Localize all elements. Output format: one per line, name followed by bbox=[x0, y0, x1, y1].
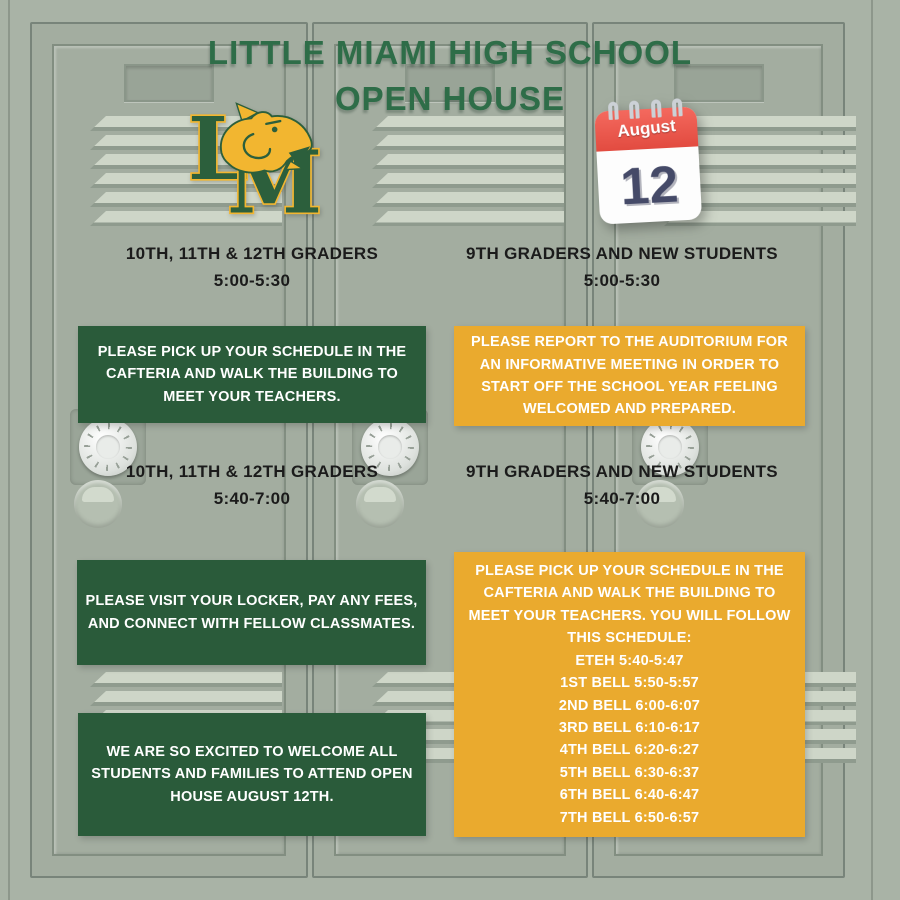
vent-slat bbox=[664, 192, 856, 207]
session-time-label: 5:00-5:30 bbox=[583, 271, 661, 290]
note-line: HOUSE AUGUST 12TH. bbox=[170, 788, 334, 805]
note-line: PLEASE PICK UP YOUR SCHEDULE IN THE bbox=[97, 343, 407, 360]
note-line: PLEASE PICK UP YOUR SCHEDULE IN THE bbox=[475, 563, 784, 580]
wall-seam-left bbox=[8, 0, 10, 900]
note-line: AND CONNECT WITH FELLOW CLASSMATES. bbox=[87, 615, 416, 632]
note-line: WE ARE SO EXCITED TO WELCOME ALL bbox=[106, 743, 398, 760]
calendar-body: 12 bbox=[596, 146, 702, 224]
vent-slat bbox=[664, 154, 856, 169]
locker-nameplate bbox=[405, 64, 495, 102]
bell-schedule-line: 5TH BELL 6:30-6:37 bbox=[559, 764, 700, 781]
session-group-label: 10TH, 11TH & 12TH GRADERS bbox=[125, 244, 379, 263]
note-line: PLEASE VISIT YOUR LOCKER, PAY ANY FEES, bbox=[85, 593, 418, 610]
wall-seam-right bbox=[871, 0, 873, 900]
bell-schedule-line: 2ND BELL 6:00-6:07 bbox=[558, 697, 701, 714]
vent-slat bbox=[90, 672, 282, 687]
note-box-gold-freshmen-late: PLEASE PICK UP YOUR SCHEDULE IN THE CAFT… bbox=[454, 552, 805, 837]
title-line-2: OPEN HOUSE bbox=[334, 80, 566, 117]
title-line-1: LITTLE MIAMI HIGH SCHOOL bbox=[207, 34, 693, 71]
note-line: THIS SCHEDULE: bbox=[567, 630, 692, 647]
lock-dial-icon bbox=[361, 418, 419, 476]
locker-handle-icon bbox=[636, 480, 684, 528]
bell-schedule-line: 7TH BELL 6:50-6:57 bbox=[559, 809, 700, 826]
vent-slat bbox=[90, 173, 282, 188]
locker-door-panel bbox=[334, 44, 566, 856]
vent-slat bbox=[372, 211, 564, 226]
bell-schedule-line: 6TH BELL 6:40-6:47 bbox=[559, 787, 700, 804]
note-line: START OFF THE SCHOOL YEAR FEELING bbox=[481, 379, 778, 395]
page-title: LITTLE MIAMI HIGH SCHOOL OPEN HOUSE bbox=[0, 30, 900, 122]
note-line: WELCOMED AND PREPARED. bbox=[522, 401, 737, 418]
bell-schedule-line: 4TH BELL 6:20-6:27 bbox=[559, 742, 700, 759]
note-box-green-closing: WE ARE SO EXCITED TO WELCOME ALL STUDENT… bbox=[78, 713, 426, 836]
vent-slat bbox=[372, 154, 564, 169]
note-line: MEET YOUR TEACHERS. YOU WILL FOLLOW bbox=[468, 607, 791, 624]
locker-handle-icon bbox=[74, 480, 122, 528]
session-time-label: 5:40-7:00 bbox=[583, 489, 661, 508]
calendar-rings-icon bbox=[607, 98, 683, 122]
vent-slat bbox=[664, 116, 856, 131]
bell-schedule-line: 1ST BELL 5:50-5:57 bbox=[560, 675, 699, 692]
note-line: CAFTERIA AND WALK THE BUILDING TO bbox=[483, 585, 776, 602]
vent-slat bbox=[372, 116, 564, 131]
session-header-freshmen-early: 9TH GRADERS AND NEW STUDENTS 5:00-5:30 bbox=[430, 240, 814, 294]
locker-vent-top bbox=[372, 116, 564, 230]
vent-slat bbox=[664, 173, 856, 188]
calendar-icon: August 12 bbox=[594, 97, 703, 225]
session-header-freshmen-late: 9TH GRADERS AND NEW STUDENTS 5:40-7:00 bbox=[430, 458, 814, 512]
vent-slat bbox=[664, 211, 856, 226]
note-box-green-upperclass-early: PLEASE PICK UP YOUR SCHEDULE IN THE CAFT… bbox=[78, 326, 426, 423]
locker-vent-top bbox=[664, 116, 856, 230]
locker-nameplate bbox=[673, 64, 764, 102]
vent-slat bbox=[372, 192, 564, 207]
session-time-label: 5:40-7:00 bbox=[213, 489, 291, 508]
locker-nameplate bbox=[124, 64, 214, 102]
lock-dial-icon bbox=[79, 418, 137, 476]
note-line: STUDENTS AND FAMILIES TO ATTEND OPEN bbox=[91, 766, 413, 783]
vent-slat bbox=[90, 192, 282, 207]
note-box-green-upperclass-late: PLEASE VISIT YOUR LOCKER, PAY ANY FEES, … bbox=[77, 560, 426, 665]
lm-logo-svg: L M bbox=[186, 97, 324, 235]
vent-slat bbox=[372, 173, 564, 188]
lock-dial-icon bbox=[641, 418, 699, 476]
locker-door-panel bbox=[52, 44, 286, 856]
panther-head-icon bbox=[219, 102, 313, 174]
session-group-label: 10TH, 11TH & 12TH GRADERS bbox=[125, 462, 379, 481]
locker-handle-icon bbox=[356, 480, 404, 528]
session-header-upperclass-late: 10TH, 11TH & 12TH GRADERS 5:40-7:00 bbox=[60, 458, 444, 512]
session-header-upperclass-early: 10TH, 11TH & 12TH GRADERS 5:00-5:30 bbox=[60, 240, 444, 294]
note-line: CAFTERIA AND WALK THE BUILDING TO bbox=[105, 366, 399, 383]
note-line: AN INFORMATIVE MEETING IN ORDER TO bbox=[479, 356, 780, 373]
vent-slat bbox=[664, 135, 856, 150]
vent-slat bbox=[90, 211, 282, 226]
vent-slat bbox=[90, 691, 282, 706]
bell-schedule-line: ETEH 5:40-5:47 bbox=[575, 652, 684, 669]
note-line: PLEASE REPORT TO THE AUDITORIUM FOR bbox=[471, 334, 788, 351]
vent-slat bbox=[372, 135, 564, 150]
session-group-label: 9TH GRADERS AND NEW STUDENTS bbox=[466, 244, 778, 263]
calendar-card: August 12 bbox=[594, 106, 703, 225]
calendar-day-number: 12 bbox=[618, 154, 680, 216]
session-time-label: 5:00-5:30 bbox=[213, 271, 291, 290]
bell-schedule-line: 3RD BELL 6:10-6:17 bbox=[558, 719, 701, 736]
note-box-gold-freshmen-early: PLEASE REPORT TO THE AUDITORIUM FOR AN I… bbox=[454, 326, 805, 426]
locker-door-panel bbox=[614, 44, 823, 856]
lm-panther-logo-icon: L M bbox=[186, 97, 326, 235]
note-line: MEET YOUR TEACHERS. bbox=[163, 388, 341, 405]
session-group-label: 9TH GRADERS AND NEW STUDENTS bbox=[466, 462, 778, 481]
